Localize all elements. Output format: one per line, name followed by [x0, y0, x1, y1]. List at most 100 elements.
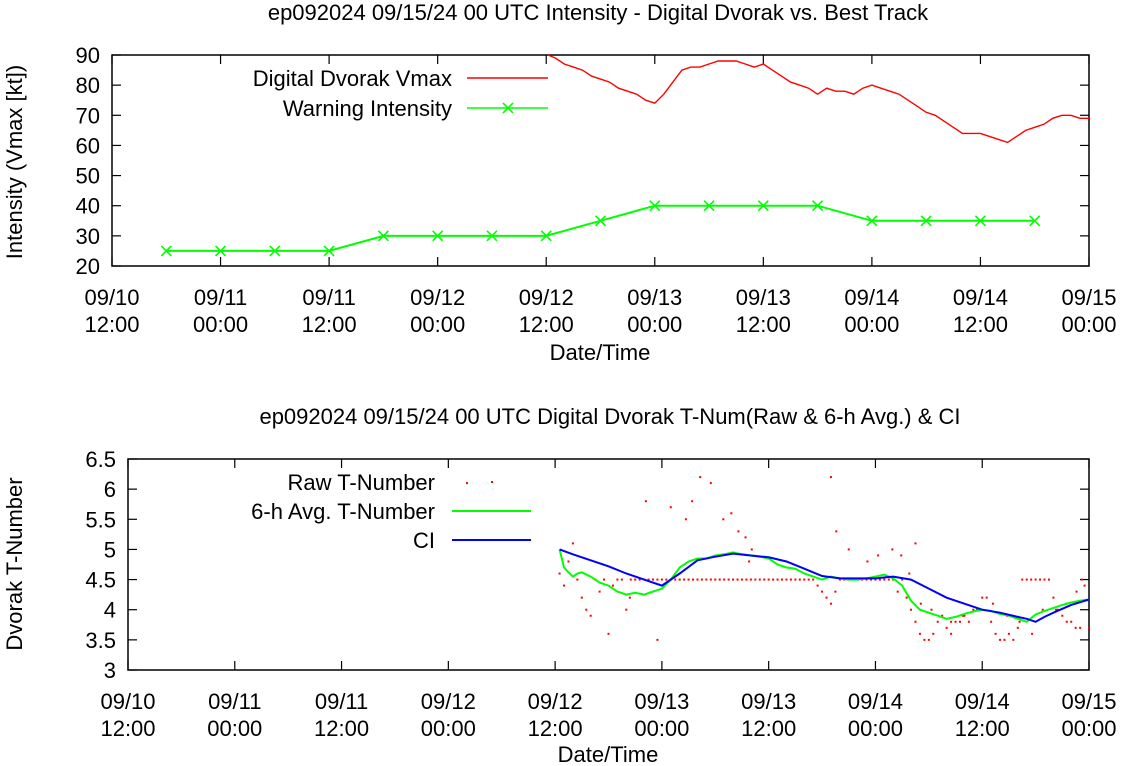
ytick-label: 3.5 [85, 628, 116, 653]
raw-t-number-point [887, 578, 890, 581]
xtick-date: 09/13 [736, 285, 791, 310]
raw-t-number-point [950, 632, 953, 635]
raw-t-number-point [918, 632, 921, 635]
raw-t-number-point [865, 578, 868, 581]
ytick-label: 70 [76, 103, 100, 128]
chart2-frame [127, 458, 1090, 671]
raw-t-number-point [1021, 578, 1024, 581]
raw-t-number-point [589, 614, 592, 617]
raw-t-number-point [990, 620, 993, 623]
raw-t-number-point [745, 578, 748, 581]
raw-t-number-point [1074, 626, 1077, 629]
raw-t-number-point [891, 548, 894, 551]
raw-t-number-point [847, 548, 850, 551]
raw-t-number-point [930, 608, 933, 611]
digital-dvorak-vmax-line [547, 54, 1089, 144]
chart2-xlabel: Date/Time [558, 742, 659, 766]
ytick-label: 60 [76, 133, 100, 158]
xtick-date: 09/10 [100, 689, 155, 714]
raw-t-number-point [866, 560, 869, 563]
raw-t-number-point [785, 578, 788, 581]
ytick-label: 80 [76, 73, 100, 98]
raw-t-number-point [748, 560, 751, 563]
raw-t-number-point [709, 578, 712, 581]
raw-t-number-point [958, 620, 961, 623]
xtick-time: 12:00 [528, 716, 583, 741]
raw-t-number-point [754, 578, 757, 581]
raw-t-number-point [829, 602, 832, 605]
xtick-time: 12:00 [84, 312, 139, 337]
raw-t-number-point [722, 518, 725, 521]
chart1-series [160, 54, 1089, 257]
xtick-date: 09/13 [741, 689, 796, 714]
raw-t-number-point [835, 530, 838, 533]
raw-t-number-point [665, 578, 668, 581]
ytick-label: 30 [76, 224, 100, 249]
raw-t-number-point [781, 578, 784, 581]
xtick-time: 00:00 [410, 312, 465, 337]
warning-intensity-marker [540, 230, 552, 242]
raw-t-number-point [763, 578, 766, 581]
xtick-time: 00:00 [627, 312, 682, 337]
xtick-time: 12:00 [519, 312, 574, 337]
xtick-date: 09/10 [84, 285, 139, 310]
ytick-label: 90 [76, 43, 100, 68]
raw-t-number-point [812, 578, 815, 581]
raw-t-number-point [691, 500, 694, 503]
raw-t-number-point [638, 578, 641, 581]
raw-t-number-point [730, 512, 733, 515]
xtick-time: 12:00 [955, 716, 1010, 741]
warning-intensity-marker [432, 230, 444, 242]
raw-t-number-point [647, 578, 650, 581]
raw-t-number-point [910, 608, 913, 611]
chart2-series [466, 476, 1090, 641]
raw-t-number-point [740, 578, 743, 581]
raw-t-number-point [767, 578, 770, 581]
raw-t-number-point [923, 638, 926, 641]
xtick-time: 12:00 [314, 716, 369, 741]
raw-t-number-point [692, 578, 695, 581]
xtick-time: 00:00 [421, 716, 476, 741]
raw-t-number-point [1018, 620, 1021, 623]
raw-t-number-point [883, 578, 886, 581]
xtick-date: 09/11 [302, 285, 355, 310]
ytick-label: 4 [104, 598, 116, 623]
raw-t-number-point [807, 578, 810, 581]
xtick-time: 12:00 [736, 312, 791, 337]
warning-intensity-marker [269, 245, 281, 257]
raw-t-number-point [789, 578, 792, 581]
raw-t-number-point [975, 608, 978, 611]
raw-t-number-point [611, 584, 614, 587]
raw-t-number-point [674, 578, 677, 581]
warning-intensity-marker [377, 230, 389, 242]
xtick-date: 09/15 [1061, 285, 1116, 310]
legend-digital-dvorak-vmax: Digital Dvorak Vmax [253, 66, 452, 91]
warning-intensity-marker [160, 245, 172, 257]
legend-avg-tnumber: 6-h Avg. T-Number [251, 499, 435, 524]
raw-t-number-point [750, 548, 753, 551]
raw-t-number-point [684, 518, 687, 521]
xtick-time: 12:00 [741, 716, 796, 741]
raw-t-number-point [961, 614, 964, 617]
raw-t-number-point [558, 572, 561, 575]
legend-raw-tnumber-marker [491, 481, 493, 483]
warning-intensity-marker [594, 215, 607, 227]
ytick-label: 5.5 [85, 507, 116, 532]
raw-t-number-point [628, 596, 631, 599]
raw-t-number-point [571, 542, 574, 545]
raw-t-number-point [927, 638, 930, 641]
raw-t-number-point [620, 578, 623, 581]
raw-t-number-point [1061, 614, 1064, 617]
raw-t-number-point [1041, 608, 1044, 611]
ytick-label: 6.5 [85, 447, 116, 472]
raw-t-number-point [1016, 626, 1019, 629]
xtick-date: 09/14 [955, 689, 1010, 714]
chart1-frame [111, 54, 1090, 267]
raw-t-number-point [699, 476, 702, 479]
raw-t-number-point [878, 578, 881, 581]
raw-t-number-point [714, 578, 717, 581]
raw-t-number-point [1034, 578, 1037, 581]
legend-warning-intensity: Warning Intensity [283, 96, 452, 121]
raw-t-number-point [1070, 620, 1073, 623]
